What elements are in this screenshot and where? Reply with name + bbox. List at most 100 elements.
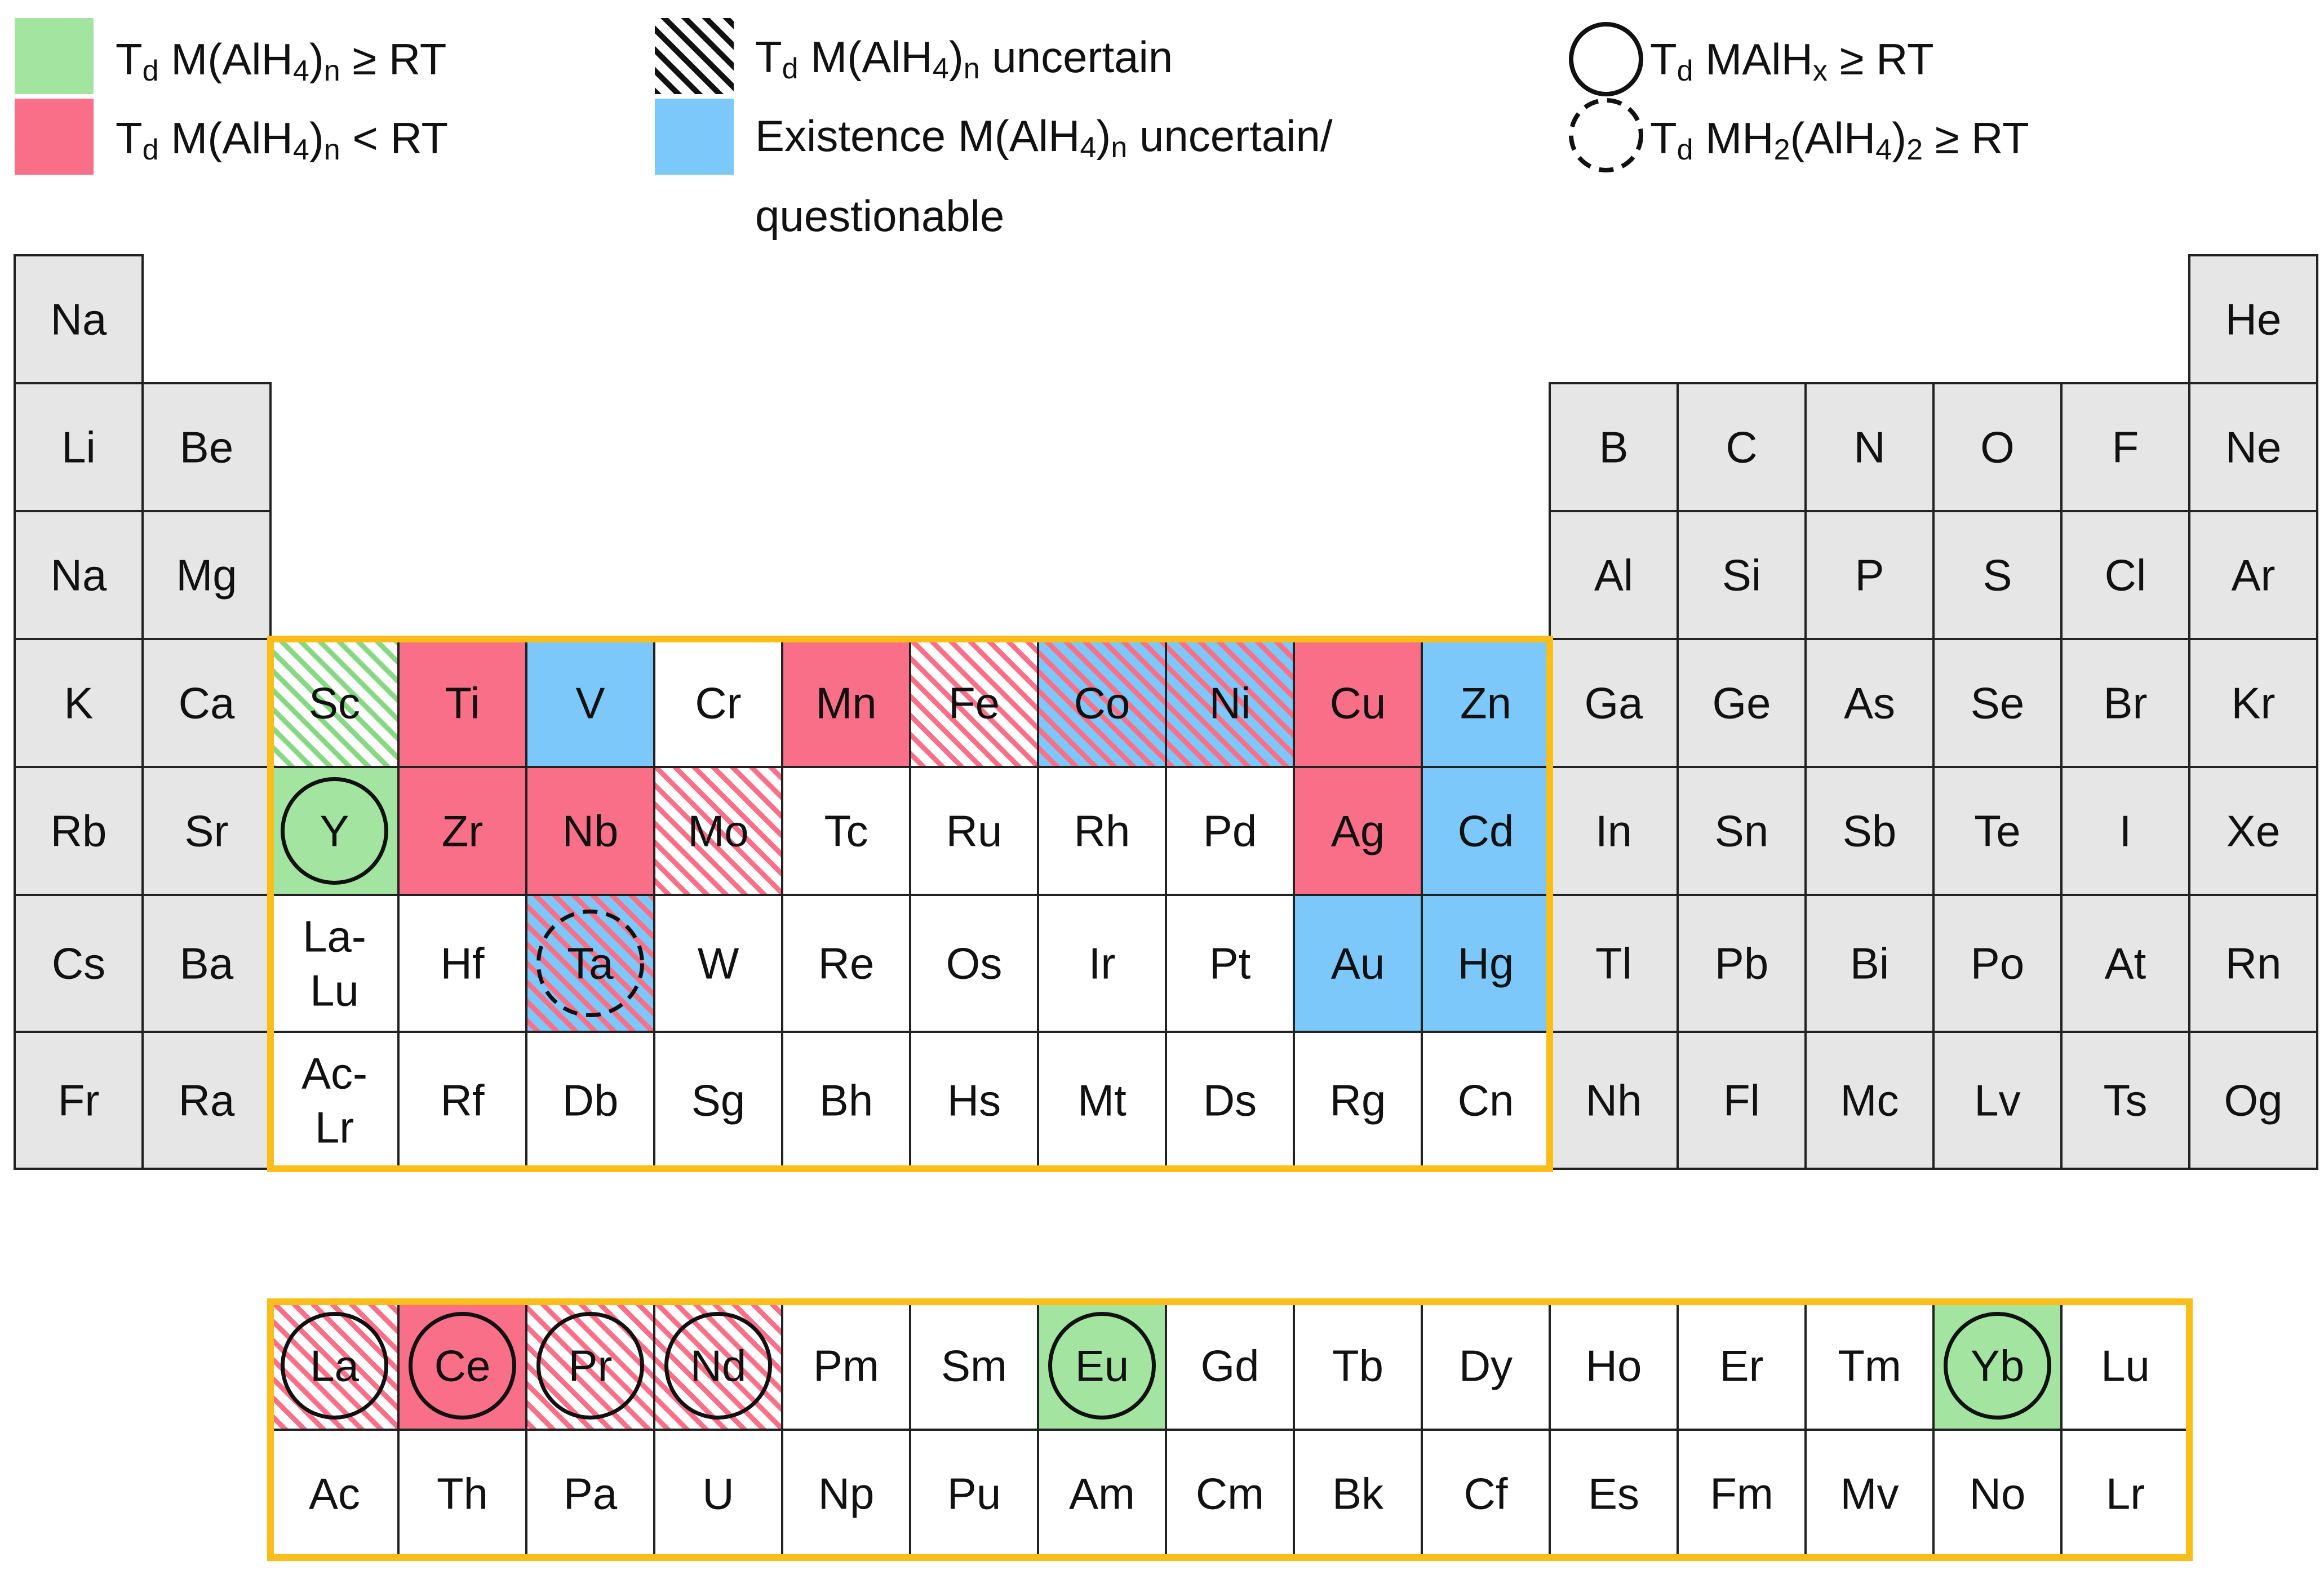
element-cell-bg bbox=[1678, 895, 1806, 1032]
element-cell-bg bbox=[15, 1032, 143, 1169]
element-symbol: Mn bbox=[815, 678, 876, 728]
element-cell-bg bbox=[398, 767, 526, 895]
element-symbol: Pr bbox=[569, 1341, 613, 1391]
element-cell-ts: Ts bbox=[2060, 1031, 2190, 1170]
element-cell-cr: Cr bbox=[653, 638, 783, 768]
element-cell-bg bbox=[2061, 383, 2189, 511]
element-cell-bg bbox=[526, 1032, 654, 1169]
element-hatch bbox=[270, 1302, 398, 1430]
element-symbol: Xe bbox=[2227, 806, 2280, 856]
element-symbol: Kr bbox=[2232, 678, 2276, 728]
element-cell-cs: Cs bbox=[14, 894, 144, 1033]
element-symbol: Hf bbox=[441, 939, 485, 988]
element-cell-tc: Tc bbox=[781, 766, 911, 896]
element-cell-pt: Pt bbox=[1165, 894, 1295, 1033]
element-symbol: Og bbox=[2224, 1076, 2282, 1125]
element-symbol: Bi bbox=[1850, 939, 1889, 988]
element-symbol: Rg bbox=[1330, 1076, 1386, 1125]
element-cell-pa: Pa bbox=[525, 1429, 655, 1559]
element-cell-ar: Ar bbox=[2188, 510, 2318, 640]
element-cell-bg bbox=[15, 255, 143, 383]
circle-marker bbox=[664, 1312, 772, 1420]
element-symbol: Tc bbox=[824, 806, 868, 856]
element-symbol: La bbox=[310, 1341, 359, 1391]
element-symbol: Mv bbox=[1840, 1469, 1899, 1519]
element-symbol: Sc bbox=[309, 678, 360, 728]
element-cell-pm: Pm bbox=[781, 1301, 911, 1431]
element-cell-dy: Dy bbox=[1421, 1301, 1551, 1431]
main-periodic-table: Na He Li Be B C N O F Ne Na Mg Al Si P S Cl Ar K Ca Sc Ti V Cr M… bbox=[14, 254, 2318, 1170]
legend-swatch-green bbox=[15, 18, 94, 94]
element-cell-n: N bbox=[1804, 382, 1935, 512]
element-symbol: Fl bbox=[1723, 1076, 1760, 1125]
element-cell-mt: Mt bbox=[1037, 1031, 1167, 1170]
element-symbol: As bbox=[1844, 678, 1895, 728]
element-cell-bg bbox=[1678, 639, 1806, 767]
element-cell-bg bbox=[910, 1032, 1038, 1169]
element-cell-bg bbox=[910, 1302, 1038, 1430]
element-symbol: Be bbox=[180, 423, 233, 472]
element-cell-zr: Zr bbox=[397, 766, 527, 896]
element-symbol: Fe bbox=[948, 678, 1000, 728]
element-cell-be: Be bbox=[141, 382, 272, 512]
element-cell-bg bbox=[143, 1032, 270, 1169]
element-cell-fl: Fl bbox=[1677, 1031, 1807, 1170]
element-cell-bg bbox=[1678, 1430, 1806, 1558]
element-cell-i: I bbox=[2060, 766, 2190, 896]
element-cell-bg bbox=[398, 1430, 526, 1558]
element-symbol: Yb bbox=[1971, 1341, 2024, 1391]
element-symbol: Po bbox=[1971, 939, 2024, 988]
element-cell-bg bbox=[1166, 767, 1294, 895]
dashed-circle-marker bbox=[536, 910, 644, 1017]
element-symbol: In bbox=[1595, 806, 1632, 856]
element-cell-hf: Hf bbox=[397, 894, 527, 1033]
element-cell-bg bbox=[2189, 767, 2317, 895]
element-cell-rg: Rg bbox=[1293, 1031, 1423, 1170]
element-symbol: K bbox=[64, 678, 93, 728]
legend-circle-solid-icon bbox=[1569, 22, 1643, 96]
element-symbol: Zr bbox=[442, 806, 484, 856]
element-cell-bg bbox=[782, 767, 910, 895]
element-symbol: Ag bbox=[1331, 806, 1385, 856]
element-hatch bbox=[270, 639, 398, 767]
element-symbol: He bbox=[2225, 295, 2282, 344]
element-cell-bg bbox=[1422, 1032, 1550, 1169]
element-cell-bg bbox=[2189, 511, 2317, 639]
element-cell-bg bbox=[1806, 1302, 1933, 1430]
element-symbol: W bbox=[698, 939, 739, 988]
element-symbol: Br bbox=[2104, 678, 2148, 728]
element-cell-sc: Sc bbox=[269, 638, 400, 768]
element-cell-bg bbox=[2189, 639, 2317, 767]
element-symbol: Bh bbox=[819, 1076, 873, 1125]
element-cell-ta: Ta bbox=[525, 894, 655, 1033]
element-cell-bg bbox=[526, 1430, 654, 1558]
element-symbol: At bbox=[2105, 939, 2146, 988]
element-cell-hg: Hg bbox=[1421, 894, 1551, 1033]
element-cell-bg bbox=[1806, 639, 1933, 767]
element-cell-gd: Gd bbox=[1165, 1301, 1295, 1431]
element-symbol: La-Lu bbox=[303, 912, 366, 1015]
legend-swatch-hatch bbox=[655, 18, 734, 94]
element-cell-ir: Ir bbox=[1037, 894, 1167, 1033]
element-symbol: Co bbox=[1074, 678, 1130, 728]
element-symbol: Lr bbox=[2106, 1469, 2145, 1519]
element-cell-bg bbox=[782, 1302, 910, 1430]
element-hatch bbox=[910, 639, 1038, 767]
element-symbol: Al bbox=[1594, 551, 1633, 600]
element-cell-bg bbox=[1166, 1302, 1294, 1430]
element-cell-as: As bbox=[1804, 638, 1935, 768]
element-cell-bg bbox=[1166, 1032, 1294, 1169]
element-symbol: Fr bbox=[58, 1076, 100, 1125]
element-cell-bg bbox=[782, 1430, 910, 1558]
element-cell-bg bbox=[910, 895, 1038, 1032]
element-cell-bg bbox=[15, 767, 143, 895]
element-cell-bg bbox=[782, 639, 910, 767]
element-cell-bg bbox=[782, 1032, 910, 1169]
element-symbol: Rh bbox=[1074, 806, 1130, 856]
element-symbol: Si bbox=[1722, 551, 1761, 600]
element-cell-f: F bbox=[2060, 382, 2190, 512]
element-cell-ho: Ho bbox=[1549, 1301, 1679, 1431]
element-cell-si: Si bbox=[1677, 510, 1807, 640]
legend-label-red: Td M(AlH4)n < RT bbox=[116, 113, 448, 166]
element-hatch bbox=[1166, 639, 1294, 767]
